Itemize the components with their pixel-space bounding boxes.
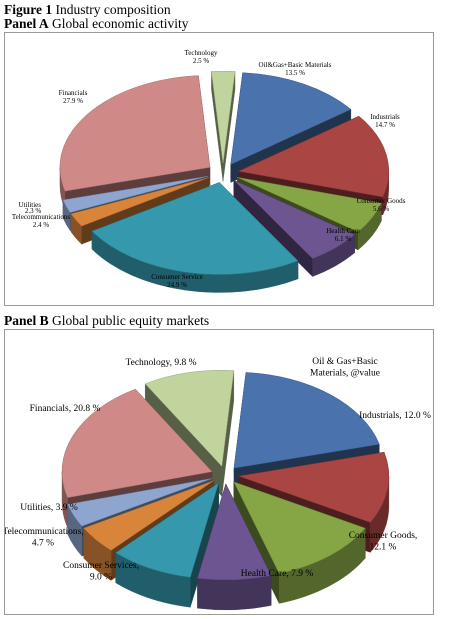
panel-a-label-health-care: Health Care 6.1 %	[326, 227, 360, 243]
panel-a-slice-technology	[211, 70, 236, 182]
panel-a-label-utilities-value: 2.3 %	[25, 207, 42, 215]
panel-a-label-utilities: Utilities	[18, 201, 41, 209]
panel-b-label-oil-gas-basic-materials: Oil & Gas+Basic Materials, @value	[310, 357, 380, 379]
figure-caption: Figure 1 Industry composition	[4, 2, 171, 17]
panel-a-title: Global economic activity	[52, 16, 189, 31]
panel-a-label-industrials: Industrials 14.7 %	[370, 113, 400, 129]
panel-a-label-telecommunications: Telecommunications 2.4 %	[12, 213, 70, 229]
panel-a-label-technology: Technology 2.5 %	[185, 49, 218, 65]
panel-a-label-consumer-service: Consumer Service 24.9 %	[151, 273, 203, 289]
panel-a-label: Panel A	[4, 16, 49, 31]
panel-a-label-financials: Financials 27.9 %	[59, 89, 88, 105]
panel-b-label-telecommunications: Telecommunications, 4.7 %	[5, 527, 84, 549]
panel-a-chart-box: Oil&Gas+Basic Materials 13.5 % Industrials…	[4, 32, 434, 306]
panel-b-label-health-care: Health Care, 7.9 %	[241, 569, 314, 579]
panel-a-slice-health-care	[233, 179, 356, 278]
panel-b-label-technology: Technology, 9.8 %	[125, 358, 196, 368]
panel-b-label-consumer-goods: Consumer Goods, 12.1 %	[349, 531, 418, 553]
panel-a-label-oil-gas-basic-materials: Oil&Gas+Basic Materials 13.5 %	[259, 61, 332, 77]
panel-b-slice-health-care	[197, 483, 272, 611]
panel-a-pie-chart: Oil&Gas+Basic Materials 13.5 % Industrials…	[12, 49, 406, 293]
panel-b-label-consumer-services: Consumer Services, 9.0 %	[63, 561, 139, 583]
panel-b-pie-chart: Oil & Gas+Basic Materials, @value Industri…	[2, 357, 431, 611]
panel-b-title: Global public equity markets	[52, 313, 210, 328]
panel-a-label-consumer-goods: Consumer Goods 5.6 %	[357, 197, 406, 213]
panel-b-label: Panel B	[4, 313, 49, 328]
panel-b-heading: Panel B Global public equity markets	[4, 313, 209, 328]
panel-a-heading: Panel A Global economic activity	[4, 16, 188, 31]
figure-label: Figure 1	[4, 2, 53, 17]
panel-b-label-utilities: Utilities, 3.9 %	[20, 503, 78, 513]
panel-a-slice-consumer-service	[91, 182, 299, 293]
figure-title: Industry composition	[55, 2, 171, 17]
panel-b-label-financials: Financials, 20.8 %	[30, 404, 101, 414]
panel-b-label-industrials: Industrials, 12.0 %	[359, 411, 431, 421]
panel-b-slice-consumer-services	[115, 482, 220, 608]
panel-b-chart-box: Oil & Gas+Basic Materials, @value Industri…	[2, 329, 434, 615]
